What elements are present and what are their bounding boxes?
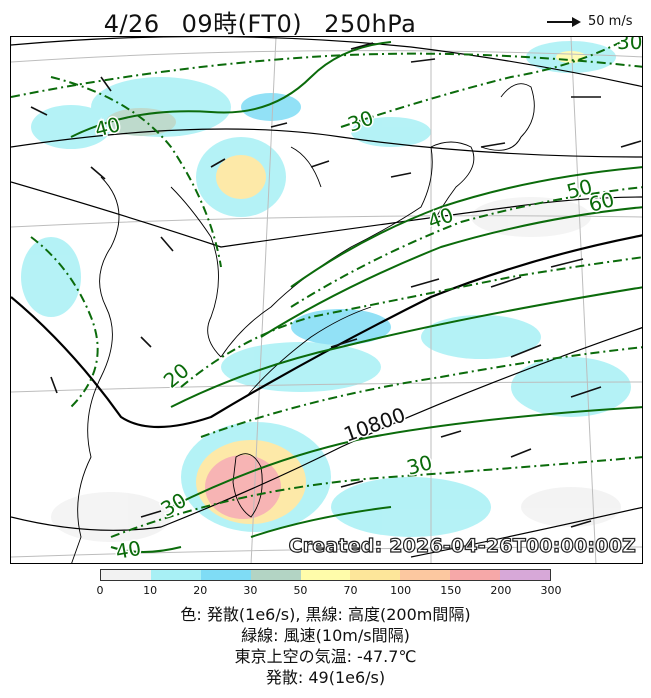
caption-line-2: 緑線: 風速(10m/s間隔) [241,626,410,645]
title-date: 4/26 [103,10,160,38]
created-stamp: Created: 2026-04-26T00:00:00Z [288,534,636,557]
height-contours [11,37,642,558]
title-time: 09時(FT0) [181,10,303,38]
colorbar-tick-label: 150 [440,584,462,597]
wind-vectors [30,42,642,528]
caption-line-1: 色: 発散(1e6/s), 黒線: 高度(200m間隔) [180,605,471,624]
colorbar-tick-label: 200 [490,584,512,597]
colorbar-tick-label: 0 [96,584,104,597]
wind-label-5: 40 [425,202,457,233]
chart-title: 4/26 09時(FT0) 250hPa [0,4,520,39]
caption: 色: 発散(1e6/s), 黒線: 高度(200m間隔) 緑線: 風速(10m/… [0,604,651,688]
colorbar-tick-label: 20 [193,584,208,597]
colorbar-tick-label: 100 [390,584,412,597]
contour-labels: 40 30 50 60 40 20 30 30 40 30 10800 [91,37,642,564]
colorbar-segment [350,570,401,580]
map-canvas: 40 30 50 60 40 20 30 30 40 30 10800 [11,37,642,564]
divergence-shading [21,41,631,542]
wind-speed-contours [11,41,642,553]
colorbar-segment [150,570,201,580]
weather-map: 40 30 50 60 40 20 30 30 40 30 10800 Crea… [10,36,643,564]
coastlines [71,83,535,563]
wind-label-9: 40 [114,536,143,564]
title-level: 250hPa [324,10,417,38]
height-label: 10800 [341,402,409,446]
colorbar-tick-label: 50 [293,584,308,597]
reference-vector-label: 50 m/s [588,14,633,29]
colorbar-segment [101,570,151,580]
colorbar-ticks: 0 10 20 30 50 70 100 150 200 300 [96,584,562,598]
reference-arrow-icon [547,16,581,27]
colorbar-segment [200,570,251,580]
colorbar-tick-label: 300 [540,584,562,597]
colorbar-tick-label: 30 [243,584,258,597]
colorbar-tick-label: 70 [343,584,358,597]
colorbar-segment [400,570,451,580]
colorbar-segment [300,570,351,580]
colorbar-segment [250,570,301,580]
caption-line-3: 東京上空の気温: -47.7℃ [234,647,417,666]
colorbar-segment [500,570,551,580]
graticule [11,37,642,563]
caption-line-4: 発散: 49(1e6/s) [265,668,386,687]
colorbar-segment [450,570,501,580]
colorbar-tick-label: 10 [143,584,158,597]
reference-vector: 50 m/s [546,14,633,29]
divergence-colorbar [100,569,551,581]
wind-label-7: 30 [404,450,435,480]
wind-label-10: 30 [617,37,642,54]
